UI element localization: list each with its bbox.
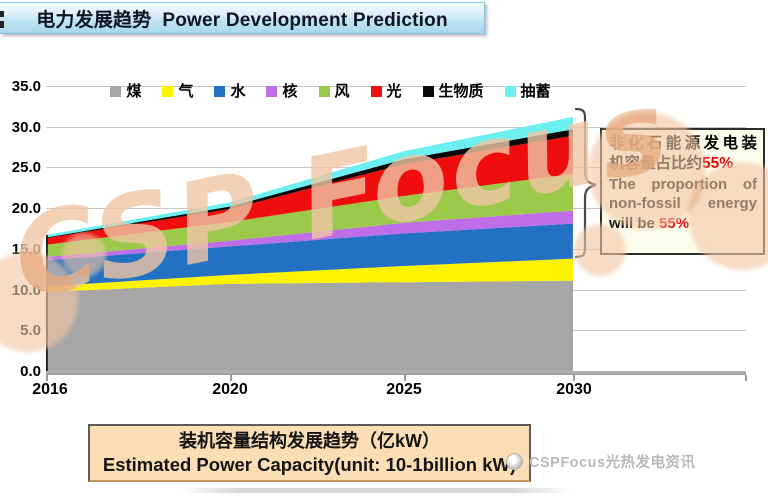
page-title: 电力发展趋势 Power Development Prediction	[36, 9, 448, 31]
x-axis-line	[46, 371, 746, 375]
legend-label: 水	[230, 82, 246, 100]
legend-label: 风	[334, 82, 350, 100]
annotation-en-line2: non-fossil energy	[609, 195, 757, 213]
legend-label: 生物质	[438, 82, 484, 100]
axis-tick	[404, 375, 406, 381]
legend-item-煤: 煤	[110, 84, 141, 99]
legend-item-光: 光	[370, 82, 402, 100]
legend-item-生物质: 生物质	[422, 82, 484, 100]
caption-cn: 装机容量结构发展趋势（亿kW）	[179, 431, 440, 452]
annotation-en: The proportion of non-fossil energy will…	[609, 175, 757, 233]
legend-swatch-icon	[110, 85, 122, 97]
legend-label: 气	[178, 82, 194, 100]
x-axis-tick-label: 2025	[386, 381, 422, 398]
legend-item-抽蓄: 抽蓄	[504, 82, 551, 100]
annotation-en-highlight: 55%	[659, 214, 690, 232]
y-axis-tick-label: 5.0	[20, 322, 41, 340]
annotation-cn: 非化石能源发电装 机容量占比约55%	[609, 134, 757, 174]
axis-tick	[573, 375, 575, 381]
gridline	[46, 126, 746, 128]
x-axis-tick-label: 2020	[212, 381, 248, 398]
x-axis-tick-label: 2016	[32, 381, 68, 398]
clipped-character-fragment	[0, 11, 4, 17]
footer-brand-text: CSPFocus光热发电资讯	[529, 455, 696, 471]
axis-tick	[46, 375, 48, 381]
y-axis-tick-label: 30.0	[11, 118, 41, 136]
cspfocus-logo-icon	[506, 453, 523, 470]
title-bar: 电力发展趋势 Power Development Prediction	[0, 2, 485, 34]
legend-swatch-icon	[370, 85, 382, 97]
area-series-水	[46, 223, 573, 287]
legend-item-气: 气	[162, 84, 193, 99]
brace-bracket	[574, 107, 597, 259]
area-series-生物质	[46, 129, 573, 239]
y-axis-tick-label: 25.0	[11, 159, 41, 177]
legend-label: 光	[386, 82, 402, 100]
annotation-cn-line1: 非化石能源发电装	[609, 135, 757, 152]
annotation-cn-line2: 机容量占比约	[609, 155, 703, 173]
footer-brand: CSPFocus光热发电资讯	[506, 451, 696, 472]
area-series-煤	[46, 280, 573, 371]
area-series-光	[46, 135, 573, 245]
stacked-area-chart	[46, 116, 573, 372]
legend-swatch-icon	[162, 85, 174, 97]
legend-swatch-icon	[504, 85, 516, 97]
y-axis-tick-label: 35.0	[11, 78, 41, 95]
legend-swatch-icon	[318, 85, 330, 97]
bottom-divider	[178, 488, 573, 493]
area-series-抽蓄	[46, 116, 573, 238]
y-axis-tick-label: 10.0	[11, 281, 41, 299]
annotation-cn-highlight: 55%	[702, 155, 734, 173]
axis-tick	[745, 375, 747, 381]
y-axis-tick-label: 20.0	[11, 200, 41, 218]
legend-swatch-icon	[422, 85, 434, 97]
area-series-风	[46, 173, 573, 257]
x-axis-tick-label: 2030	[556, 381, 592, 398]
area-series-气	[46, 258, 573, 292]
chart-legend: 煤 气 水 核 风 光 生物质 抽蓄	[58, 81, 603, 101]
annotation-callout: 非化石能源发电装 机容量占比约55% The proportion of non…	[600, 128, 765, 255]
legend-swatch-icon	[214, 85, 226, 97]
legend-label: 煤	[126, 82, 142, 100]
axis-tick	[230, 375, 232, 381]
legend-item-水: 水	[214, 84, 245, 99]
y-axis-tick-label: 15.0	[11, 240, 41, 258]
legend-item-风: 风	[318, 82, 350, 100]
annotation-en-line3: will be	[609, 214, 660, 232]
area-series-核	[46, 210, 573, 261]
caption-box: 装机容量结构发展趋势（亿kW） Estimated Power Capacity…	[88, 424, 531, 482]
legend-label: 抽蓄	[520, 82, 551, 100]
gridline	[46, 86, 746, 87]
annotation-en-line1: The proportion of	[609, 176, 757, 194]
caption-en: Estimated Power Capacity(unit: 10-1billi…	[102, 453, 517, 475]
legend-item-核: 核	[266, 82, 298, 100]
y-axis-tick-label: 0.0	[20, 363, 41, 380]
legend-swatch-icon	[266, 85, 278, 97]
clipped-character-fragment	[0, 21, 4, 28]
legend-label: 核	[282, 82, 298, 100]
